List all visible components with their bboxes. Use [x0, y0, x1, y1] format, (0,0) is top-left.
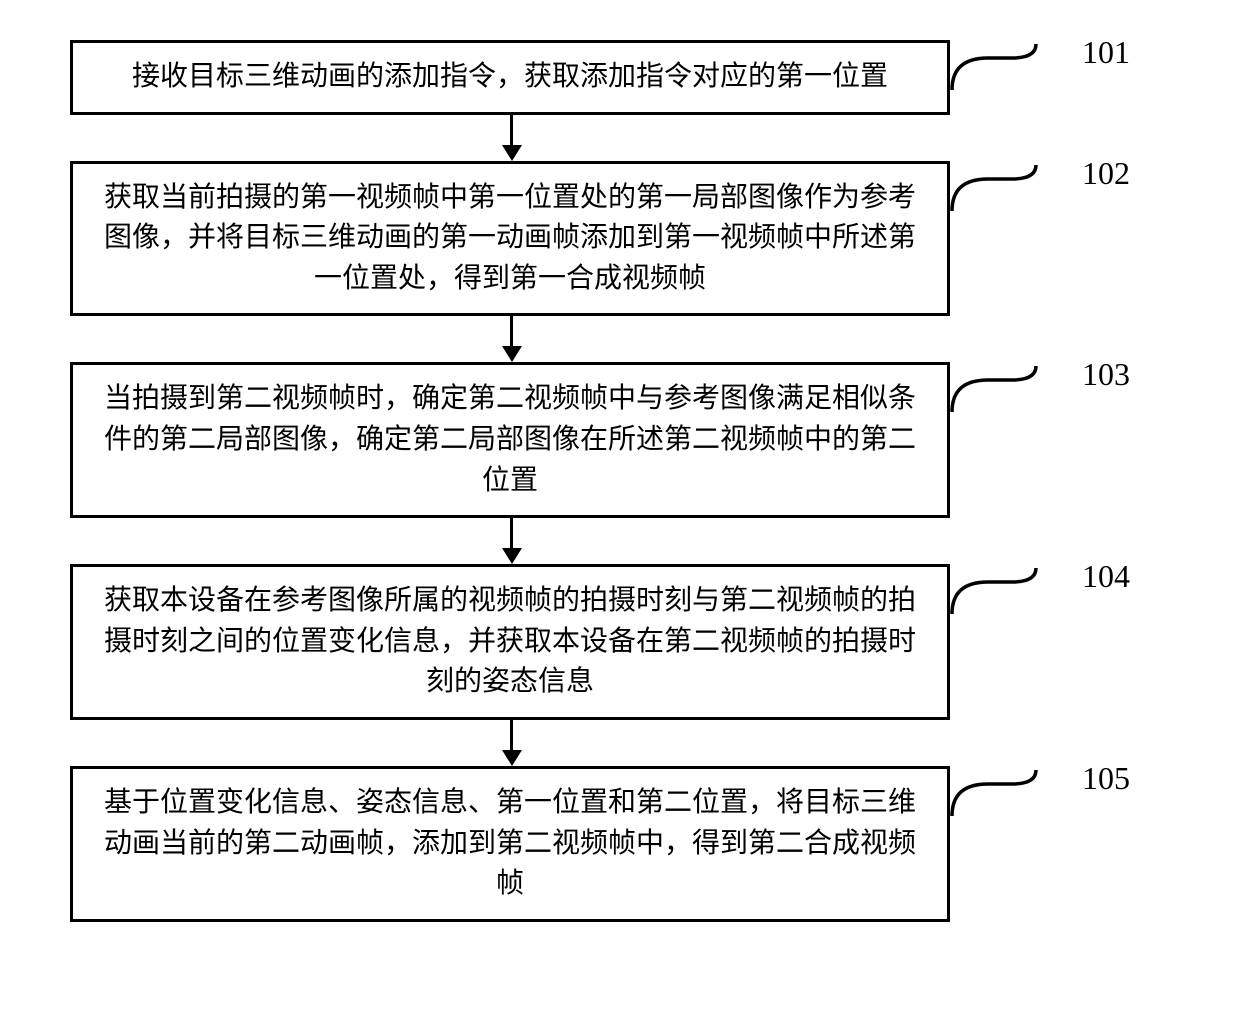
arrow-down-icon — [70, 518, 950, 564]
step-row: 接收目标三维动画的添加指令，获取添加指令对应的第一位置 101 — [70, 40, 1170, 115]
flowchart-container: 接收目标三维动画的添加指令，获取添加指令对应的第一位置 101 获取当前拍摄的第… — [70, 40, 1170, 922]
step-box-104: 获取本设备在参考图像所属的视频帧的拍摄时刻与第二视频帧的拍摄时刻之间的位置变化信… — [70, 564, 950, 720]
callout-bracket-icon — [950, 163, 1040, 219]
step-box-103: 当拍摄到第二视频帧时，确定第二视频帧中与参考图像满足相似条件的第二局部图像，确定… — [70, 362, 950, 518]
callout-bracket-icon — [950, 364, 1040, 420]
step-row: 基于位置变化信息、姿态信息、第一位置和第二位置，将目标三维动画当前的第二动画帧，… — [70, 766, 1170, 922]
step-number: 105 — [1082, 760, 1130, 797]
arrow-down-icon — [70, 316, 950, 362]
step-number: 101 — [1082, 34, 1130, 71]
step-box-105: 基于位置变化信息、姿态信息、第一位置和第二位置，将目标三维动画当前的第二动画帧，… — [70, 766, 950, 922]
step-number: 102 — [1082, 155, 1130, 192]
step-number: 104 — [1082, 558, 1130, 595]
step-box-102: 获取当前拍摄的第一视频帧中第一位置处的第一局部图像作为参考图像，并将目标三维动画… — [70, 161, 950, 317]
step-number: 103 — [1082, 356, 1130, 393]
callout-bracket-icon — [950, 566, 1040, 622]
callout-bracket-icon — [950, 42, 1040, 98]
step-row: 获取本设备在参考图像所属的视频帧的拍摄时刻与第二视频帧的拍摄时刻之间的位置变化信… — [70, 564, 1170, 720]
step-box-101: 接收目标三维动画的添加指令，获取添加指令对应的第一位置 — [70, 40, 950, 115]
callout-bracket-icon — [950, 768, 1040, 824]
arrow-down-icon — [70, 115, 950, 161]
arrow-down-icon — [70, 720, 950, 766]
step-row: 获取当前拍摄的第一视频帧中第一位置处的第一局部图像作为参考图像，并将目标三维动画… — [70, 161, 1170, 317]
step-row: 当拍摄到第二视频帧时，确定第二视频帧中与参考图像满足相似条件的第二局部图像，确定… — [70, 362, 1170, 518]
